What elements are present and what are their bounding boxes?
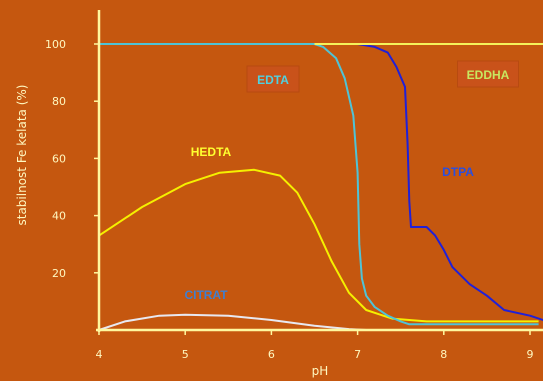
- series-label-box: [457, 60, 519, 88]
- series-line-citrat: [98, 313, 367, 331]
- series-label-dtpa: DTPA: [442, 165, 474, 179]
- x-tick-label: 6: [268, 348, 275, 361]
- series-labels: EDDHA EDTA DTPA HEDTA CITRAT: [184, 60, 519, 302]
- x-axis-title: pH: [312, 364, 329, 378]
- x-tick-label: 8: [440, 348, 447, 361]
- series-label-box: [246, 65, 300, 93]
- y-tick-label: 60: [52, 152, 66, 165]
- series-label-edta: EDTA: [257, 73, 289, 87]
- series-line-edta: [99, 43, 539, 326]
- chart-curves: [98, 43, 543, 331]
- y-axis-title: stabilnost Fe kelata (%): [15, 85, 29, 226]
- x-tick-label: 9: [527, 348, 534, 361]
- series-line-dtpa: [314, 43, 543, 322]
- series-label-citrat: CITRAT: [184, 288, 228, 302]
- series-line-hedta: [98, 168, 539, 323]
- y-tick-label: 80: [52, 95, 66, 108]
- axis-ticks: 4 5 6 7 8 9 20 40 60 80 100: [45, 38, 534, 361]
- y-tick-label: 20: [52, 267, 66, 280]
- y-tick-label: 40: [52, 210, 66, 223]
- x-tick-label: 4: [96, 348, 103, 361]
- y-tick-label: 100: [45, 38, 66, 51]
- series-label-eddha: EDDHA: [467, 68, 510, 82]
- series-label-hedta: HEDTA: [191, 145, 232, 159]
- x-tick-label: 7: [354, 348, 361, 361]
- x-tick-label: 5: [182, 348, 189, 361]
